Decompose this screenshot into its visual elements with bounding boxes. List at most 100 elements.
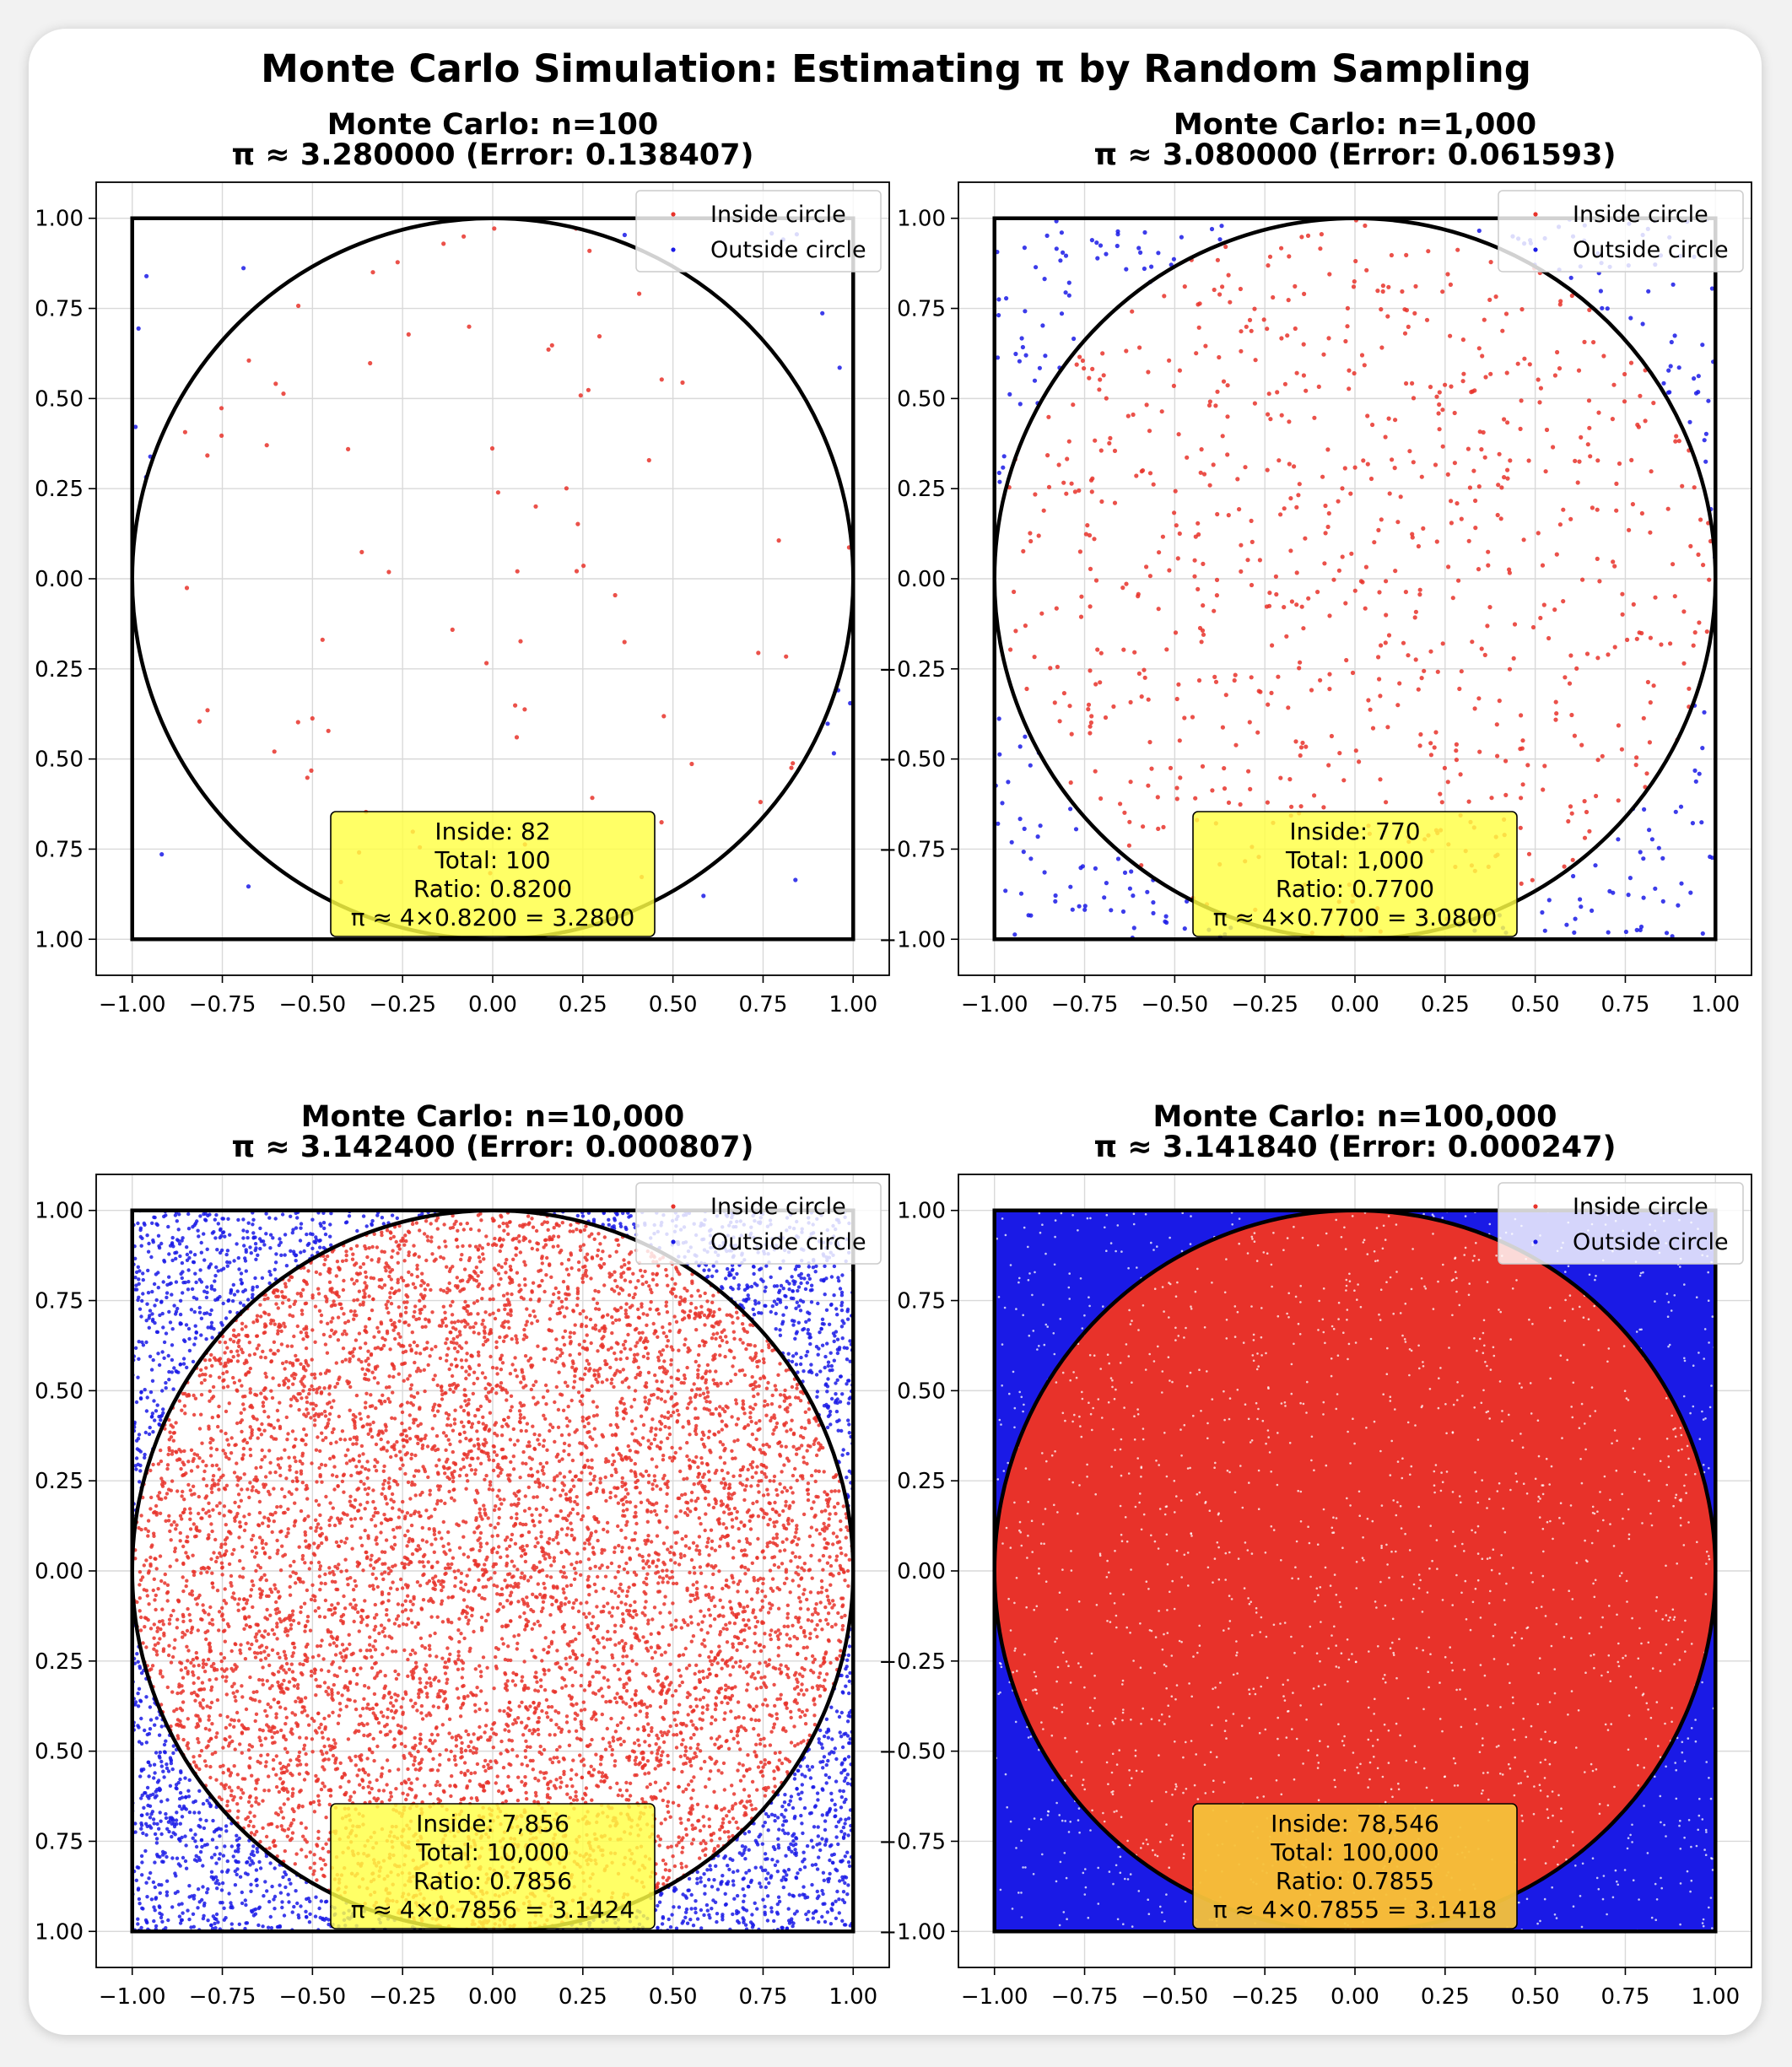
point-outside — [800, 1790, 804, 1794]
panel-title: Monte Carlo: n=100 — [327, 108, 659, 142]
point-inside — [418, 1560, 422, 1564]
point-inside — [750, 1374, 754, 1379]
point-inside — [1518, 426, 1523, 431]
point-outside — [148, 1354, 153, 1359]
point-inside — [596, 1248, 601, 1253]
point-inside — [1279, 336, 1284, 341]
point-inside — [504, 1799, 508, 1804]
point-inside — [1293, 739, 1298, 744]
point-inside — [472, 1530, 477, 1535]
point-inside — [714, 1336, 718, 1341]
legend-label-outside: Outside circle — [710, 237, 866, 263]
point-inside — [483, 1618, 488, 1623]
point-inside — [342, 1490, 346, 1494]
point-inside — [834, 1622, 838, 1627]
point-inside — [1477, 749, 1482, 754]
point-inside — [685, 1501, 690, 1505]
point-inside — [1289, 804, 1294, 809]
point-inside — [445, 1646, 450, 1650]
point-inside — [1199, 447, 1204, 452]
point-inside — [429, 1732, 435, 1737]
point-inside — [1159, 409, 1164, 414]
point-outside — [1672, 333, 1677, 338]
point-inside — [279, 1342, 284, 1347]
point-inside — [366, 1468, 371, 1472]
point-inside — [722, 1510, 726, 1514]
point-inside — [242, 1627, 246, 1632]
point-inside — [668, 1815, 672, 1819]
point-inside — [477, 1353, 481, 1357]
point-inside — [645, 1785, 650, 1789]
point-inside — [1497, 699, 1502, 704]
stats-line-4: π ≈ 4×0.7700 = 3.0800 — [1213, 904, 1498, 931]
point-inside — [665, 1804, 670, 1808]
point-inside — [365, 1460, 370, 1464]
point-inside — [334, 1440, 338, 1444]
point-outside — [160, 1350, 165, 1354]
point-inside — [302, 1601, 307, 1606]
point-inside — [677, 1835, 681, 1839]
point-inside — [310, 1750, 315, 1754]
point-outside — [699, 1875, 703, 1880]
point-inside — [413, 1309, 417, 1314]
point-inside — [655, 1465, 659, 1469]
point-inside — [180, 1517, 184, 1521]
point-inside — [235, 1802, 240, 1806]
point-inside — [250, 1579, 254, 1584]
point-inside — [359, 1620, 364, 1625]
point-inside — [1476, 696, 1482, 701]
point-inside — [259, 1314, 263, 1319]
point-inside — [1552, 607, 1557, 613]
point-outside — [622, 232, 628, 238]
point-inside — [646, 457, 651, 463]
point-inside — [791, 1551, 795, 1555]
point-inside — [815, 1634, 819, 1639]
point-inside — [1385, 725, 1390, 730]
point-inside — [1370, 726, 1376, 731]
point-inside — [634, 1762, 638, 1767]
point-outside — [1653, 886, 1658, 891]
point-inside — [592, 1368, 596, 1373]
point-inside — [1266, 391, 1271, 397]
y-tick-label: 1.00 — [35, 927, 84, 953]
point-inside — [423, 1389, 427, 1394]
point-outside — [1182, 926, 1187, 931]
point-inside — [378, 1730, 383, 1735]
point-inside — [257, 1510, 262, 1515]
point-inside — [722, 1830, 727, 1834]
unit-circle — [992, 216, 1718, 942]
point-inside — [1584, 809, 1590, 815]
point-inside — [758, 1419, 762, 1423]
point-inside — [1393, 569, 1398, 574]
point-inside — [650, 1277, 656, 1282]
point-outside — [1696, 390, 1701, 395]
point-inside — [296, 303, 301, 309]
point-inside — [208, 1389, 212, 1394]
point-inside — [1569, 712, 1574, 718]
point-inside — [1214, 593, 1219, 598]
point-outside — [704, 1902, 710, 1908]
point-outside — [184, 1866, 189, 1870]
point-outside — [786, 1802, 791, 1807]
point-inside — [1360, 580, 1365, 585]
point-inside — [1233, 742, 1239, 747]
point-inside — [1304, 744, 1309, 749]
stats-line-1: Inside: 770 — [1289, 818, 1420, 845]
point-inside — [1176, 432, 1181, 437]
point-inside — [629, 1458, 634, 1463]
point-outside — [1692, 376, 1697, 381]
point-inside — [561, 1280, 566, 1284]
point-inside — [1587, 307, 1592, 312]
point-inside — [513, 1521, 518, 1526]
point-inside — [659, 1753, 664, 1757]
point-inside — [1304, 388, 1309, 393]
point-inside — [336, 1315, 341, 1320]
point-inside — [698, 1654, 702, 1658]
point-inside — [594, 1718, 598, 1722]
point-inside — [1238, 286, 1243, 292]
point-inside — [261, 1400, 266, 1405]
y-tick-label: 0.50 — [35, 1740, 84, 1765]
point-inside — [364, 1391, 369, 1396]
point-outside — [688, 1918, 693, 1922]
point-inside — [589, 1341, 593, 1346]
